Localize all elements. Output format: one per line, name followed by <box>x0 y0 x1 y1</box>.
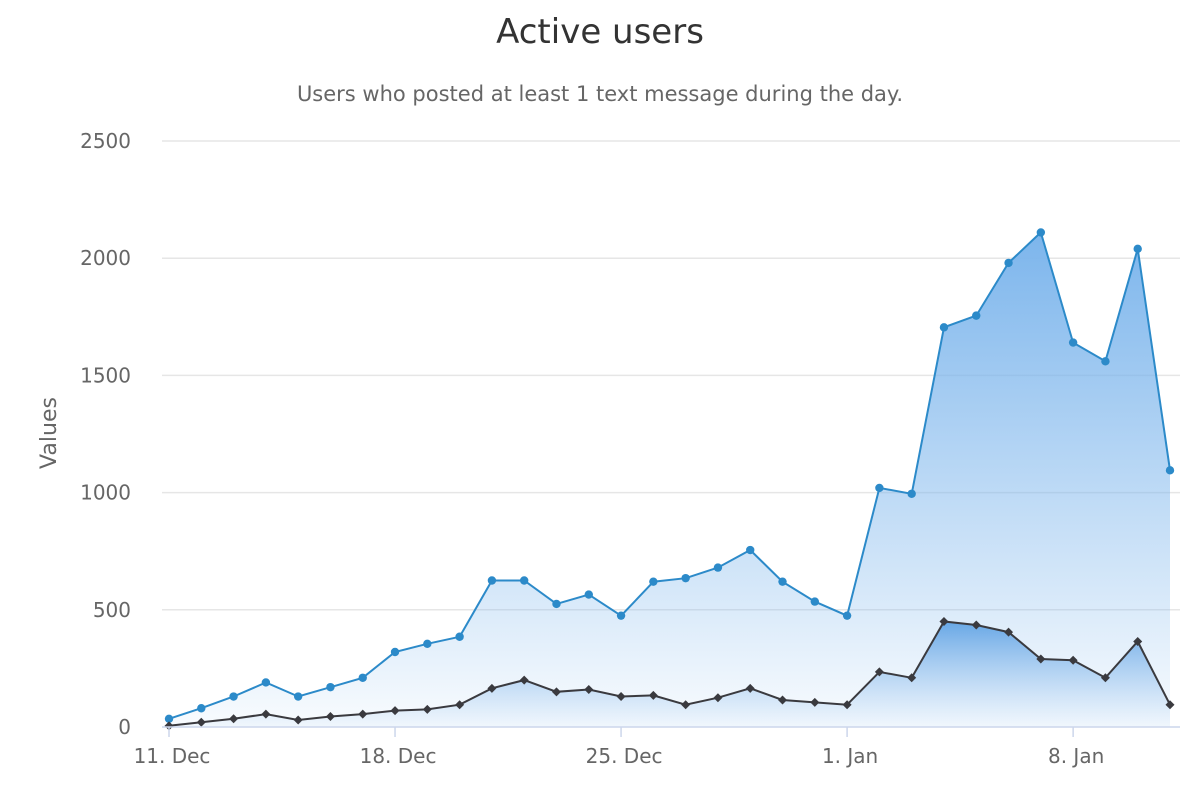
series-2-point[interactable] <box>874 667 884 677</box>
chart-subtitle: Users who posted at least 1 text message… <box>296 82 904 106</box>
series-1-point[interactable] <box>681 573 690 583</box>
series-2-point[interactable] <box>616 692 626 702</box>
series-1-point[interactable] <box>1165 466 1175 475</box>
series-1-point[interactable] <box>907 489 916 498</box>
series-1-point[interactable] <box>1036 228 1046 237</box>
series-1-point[interactable] <box>713 563 723 572</box>
series-2-point[interactable] <box>325 711 335 721</box>
series-1-point[interactable] <box>778 577 787 586</box>
series-1-point[interactable] <box>293 692 303 701</box>
series-1-point[interactable] <box>390 647 400 657</box>
series-1-point[interactable] <box>972 311 981 320</box>
series-2-point[interactable] <box>971 620 981 630</box>
series-1-point[interactable] <box>939 323 949 332</box>
series-2-point[interactable] <box>745 683 755 693</box>
series-2-line <box>168 620 1171 727</box>
series-1-point[interactable] <box>261 678 271 687</box>
series-1-point[interactable] <box>423 639 432 648</box>
y-tick-label: 1000 <box>80 481 131 505</box>
series-1-point[interactable] <box>487 576 497 585</box>
series-2-point[interactable] <box>907 673 917 683</box>
series-2-point[interactable] <box>229 714 239 724</box>
series-2-point[interactable] <box>778 695 788 705</box>
series-2-point[interactable] <box>1100 673 1110 683</box>
y-tick-label: 2500 <box>80 129 131 153</box>
series-markers <box>164 228 1175 731</box>
x-tick-label: 8. Jan <box>1048 744 1104 768</box>
series-2-point[interactable] <box>584 684 594 694</box>
y-tick-label: 0 <box>118 715 131 739</box>
series-1-point[interactable] <box>842 611 852 620</box>
series-2-point[interactable] <box>293 715 303 725</box>
axes: 0 500 1000 1500 2000 2500 11. Dec 18. Dec 25. De… <box>80 129 1180 768</box>
series-1-point[interactable] <box>326 682 335 692</box>
series-2-point[interactable] <box>681 700 691 710</box>
series-1-point[interactable] <box>875 483 884 493</box>
x-tick-label: 1. Jan <box>822 744 878 768</box>
chart-title: Active users <box>496 12 704 52</box>
series-2-point[interactable] <box>842 700 852 710</box>
series-2-point[interactable] <box>939 617 949 627</box>
series-1-point[interactable] <box>519 576 529 585</box>
series-1-point[interactable] <box>164 714 174 723</box>
series-1-point[interactable] <box>649 577 658 586</box>
series-2-point[interactable] <box>1165 700 1175 710</box>
x-tick-label: 25. Dec <box>586 744 663 768</box>
y-tick-label: 2000 <box>80 246 131 270</box>
series-1-point[interactable] <box>455 632 464 641</box>
series-1-point[interactable] <box>584 590 593 599</box>
series-1-point[interactable] <box>1133 244 1142 254</box>
series-1-point[interactable] <box>746 545 755 555</box>
series-1-area <box>169 232 1170 727</box>
series-2-point[interactable] <box>1068 655 1078 665</box>
series-2-point[interactable] <box>810 697 820 707</box>
series-2-point[interactable] <box>358 709 368 719</box>
series-1-point[interactable] <box>1004 258 1013 268</box>
series-2-point[interactable] <box>1036 654 1046 664</box>
series-2-point[interactable] <box>551 687 561 697</box>
series-2-point[interactable] <box>519 675 529 685</box>
series-1-point[interactable] <box>810 597 820 606</box>
series-2-point[interactable] <box>422 704 432 714</box>
series-2-point[interactable] <box>1004 627 1014 637</box>
x-tick-label: 11. Dec <box>134 744 211 768</box>
series-1-point[interactable] <box>1068 338 1078 347</box>
series-2-point[interactable] <box>1133 636 1143 646</box>
series-1-point[interactable] <box>358 673 367 682</box>
y-axis-label: Values <box>37 397 62 469</box>
series-1-point[interactable] <box>229 692 238 701</box>
x-tick-label: 18. Dec <box>360 744 437 768</box>
y-tick-label: 1500 <box>80 363 131 387</box>
series-2-point[interactable] <box>713 693 723 703</box>
series-1-point[interactable] <box>616 611 626 620</box>
series-1-point[interactable] <box>1101 357 1110 366</box>
series-2-point[interactable] <box>648 690 658 700</box>
series-1-point[interactable] <box>552 599 561 609</box>
series-1-line <box>168 230 1171 720</box>
series-2-area <box>169 621 1170 727</box>
series-2-point[interactable] <box>487 683 497 693</box>
series-2-point[interactable] <box>196 717 206 727</box>
y-tick-label: 500 <box>93 598 131 622</box>
series-1-point[interactable] <box>197 704 206 713</box>
series-areas <box>169 232 1170 727</box>
series-lines <box>168 230 1171 727</box>
series-2-point[interactable] <box>455 700 465 710</box>
series-2-point[interactable] <box>164 721 174 731</box>
series-2-point[interactable] <box>261 709 271 719</box>
series-2-point[interactable] <box>390 706 400 716</box>
